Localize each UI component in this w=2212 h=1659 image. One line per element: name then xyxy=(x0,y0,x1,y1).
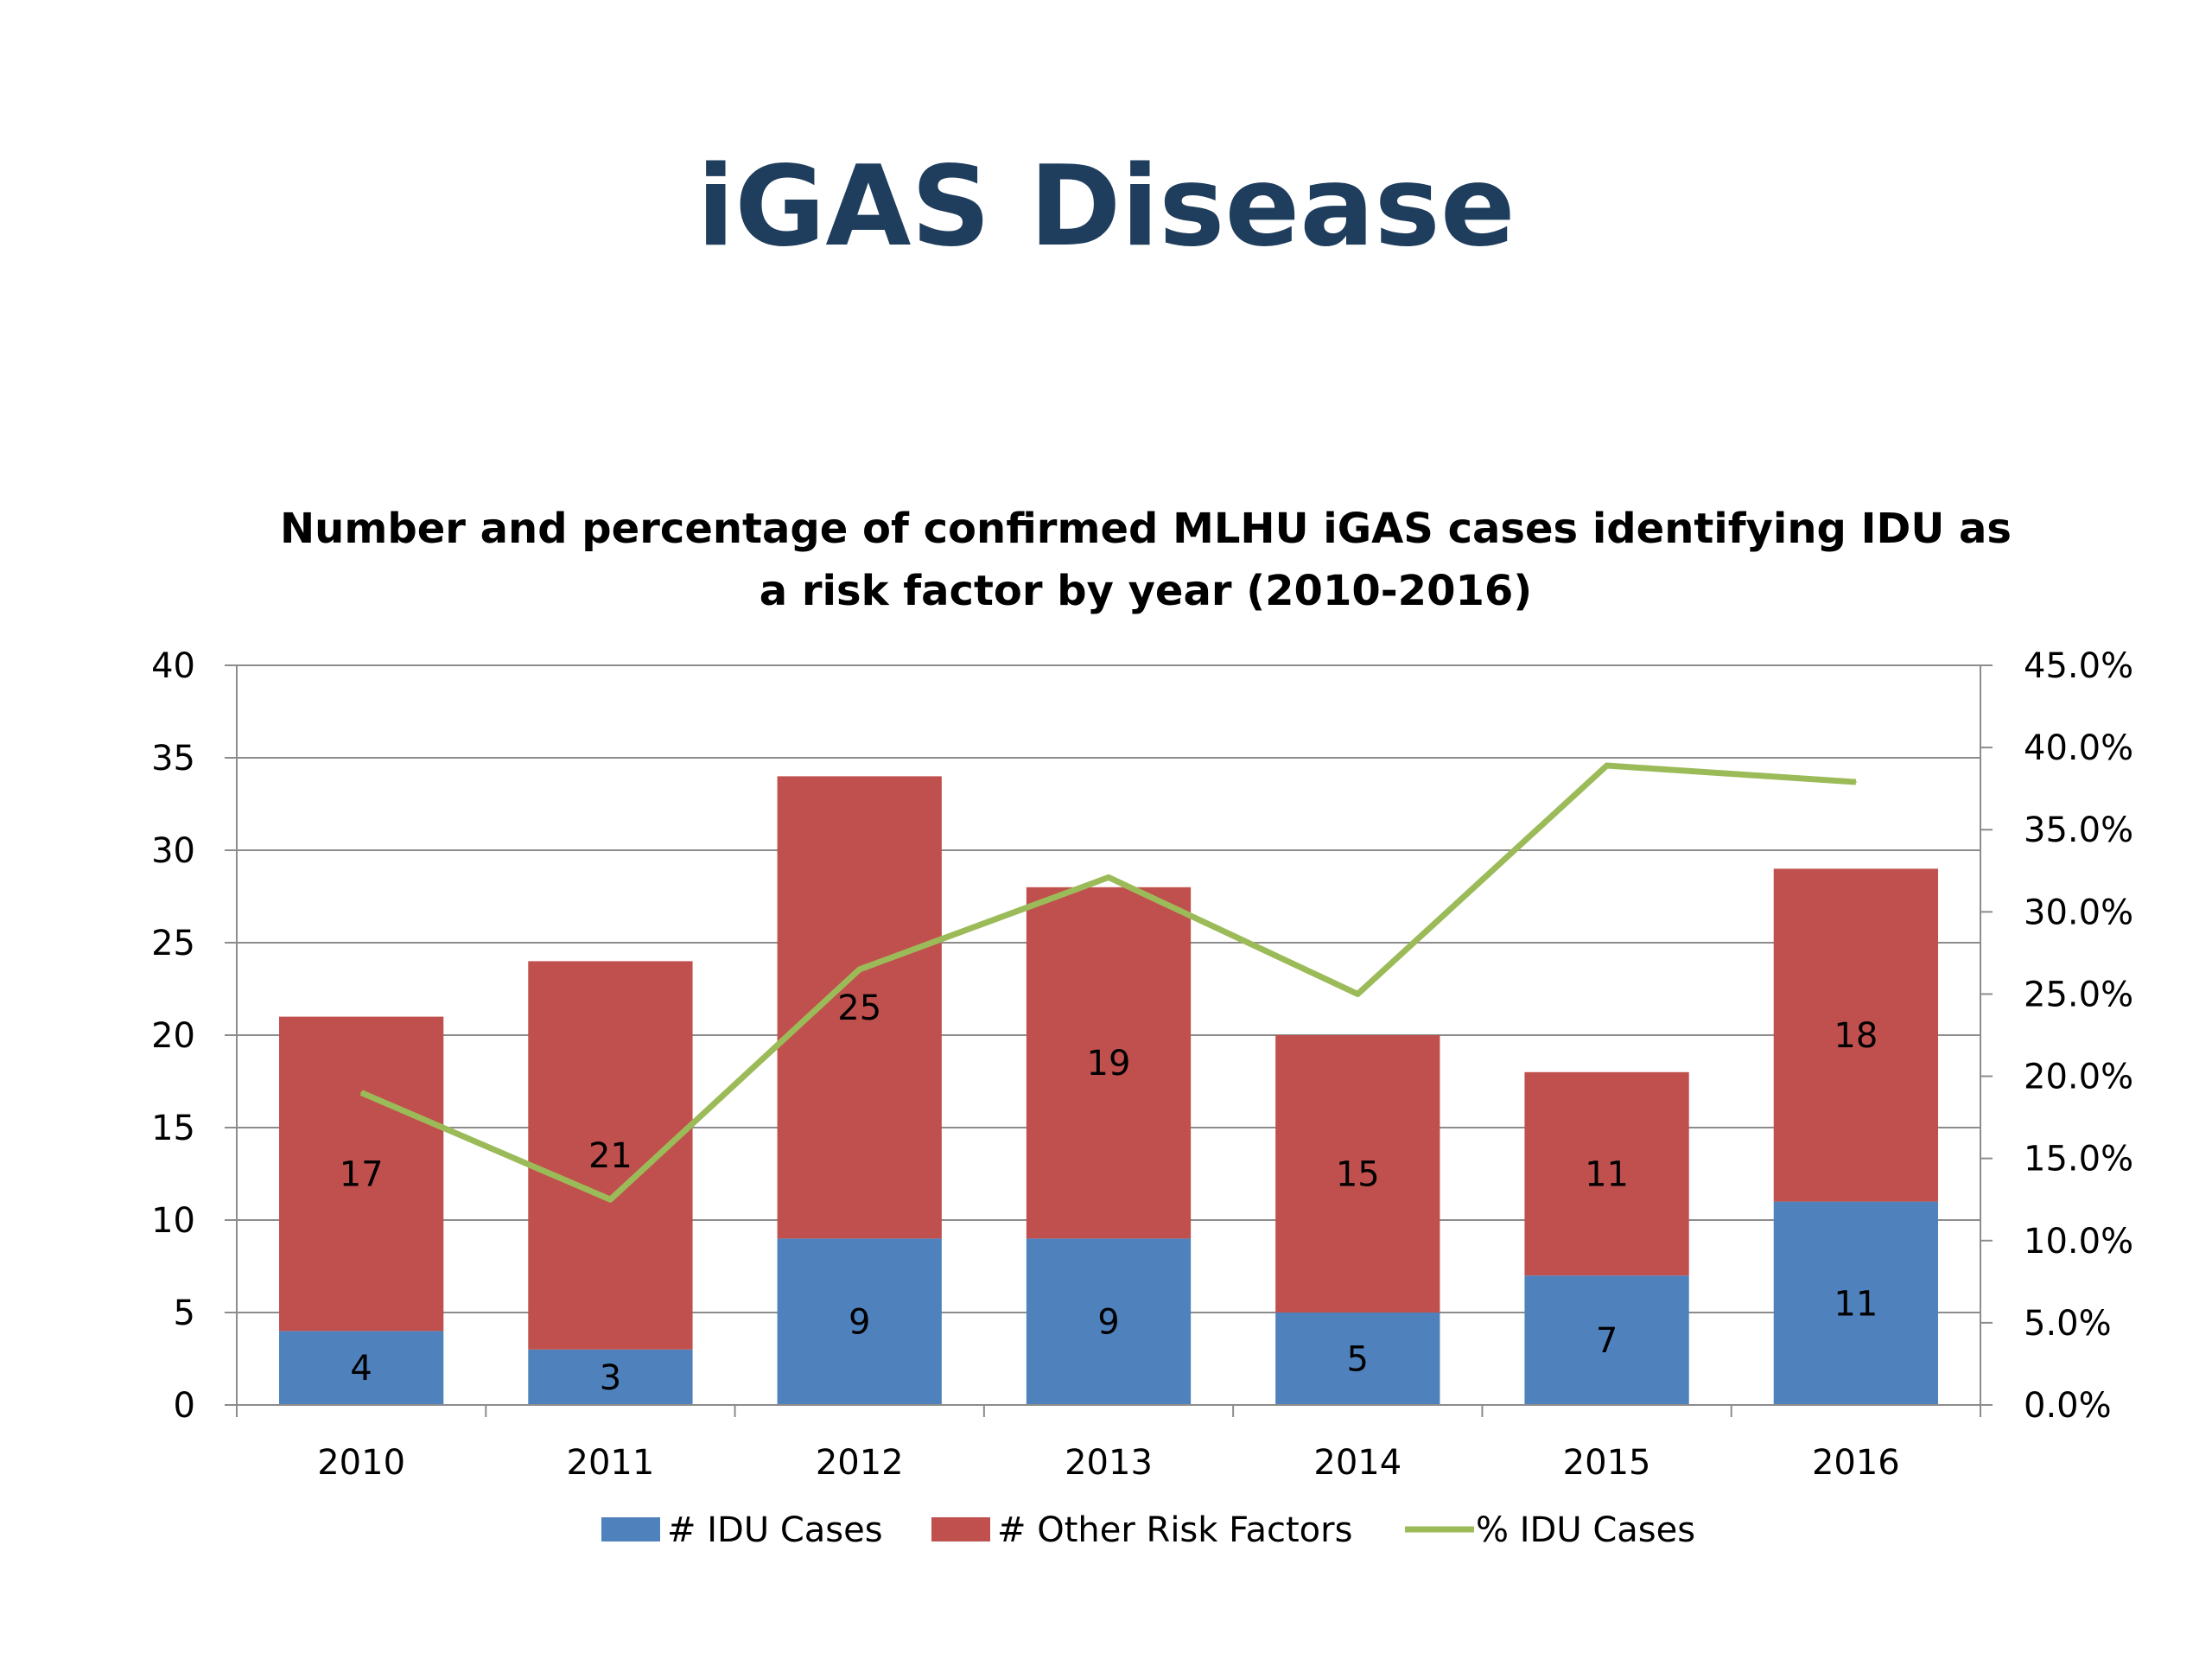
chart-title: Number and percentage of confirmed MLHU … xyxy=(280,505,2012,615)
bar-other-risk-factors xyxy=(1773,868,1938,1202)
bar-other-risk-factors xyxy=(279,1016,444,1332)
bar-idu-cases xyxy=(1773,1201,1938,1405)
left-axis-tick-label: 40 xyxy=(151,646,195,686)
data-label-idu-cases: 11 xyxy=(1834,1284,1878,1324)
x-axis-tick-label: 2011 xyxy=(567,1443,655,1483)
legend: # IDU Cases # Other Risk Factors % IDU Cas… xyxy=(601,1510,1695,1550)
chart-title-line-2: a risk factor by year (2010-2016) xyxy=(760,567,1532,615)
data-label-idu-cases: 5 xyxy=(1347,1340,1369,1380)
right-axis-tick-label: 5.0% xyxy=(2024,1304,2112,1344)
x-axis-tick-label: 2014 xyxy=(1313,1443,1402,1483)
data-label-other-risk-factors: 11 xyxy=(1585,1155,1629,1195)
left-axis-tick-label: 25 xyxy=(151,924,195,963)
slide-title: iGAS Disease xyxy=(696,143,1516,271)
bar-idu-cases xyxy=(1026,1238,1192,1405)
x-axis-tick-label: 2015 xyxy=(1563,1443,1651,1483)
data-label-other-risk-factors: 18 xyxy=(1834,1016,1878,1056)
bar-idu-cases xyxy=(279,1331,444,1405)
data-label-other-risk-factors: 21 xyxy=(588,1136,632,1176)
axes: 05101520253035400.0%5.0%10.0%15.0%20.0%2… xyxy=(151,646,2133,1483)
data-label-idu-cases: 4 xyxy=(350,1349,372,1389)
percent-idu-point xyxy=(609,1198,612,1201)
bar-other-risk-factors xyxy=(1026,887,1192,1239)
bar-idu-cases xyxy=(528,1349,693,1405)
right-axis-tick-label: 40.0% xyxy=(2024,728,2133,768)
x-axis-tick-label: 2012 xyxy=(816,1443,904,1483)
data-label-idu-cases: 7 xyxy=(1596,1321,1618,1361)
percent-idu-point xyxy=(858,968,861,970)
data-label-idu-cases: 9 xyxy=(849,1303,870,1343)
data-label-idu-cases: 3 xyxy=(600,1358,621,1398)
bar-other-risk-factors xyxy=(1524,1071,1689,1276)
legend-label: % IDU Cases xyxy=(1476,1510,1695,1550)
x-axis-tick-label: 2010 xyxy=(317,1443,405,1483)
right-axis-tick-label: 35.0% xyxy=(2024,810,2133,850)
bar-other-risk-factors xyxy=(1275,1035,1440,1313)
percent-line xyxy=(359,762,1857,1203)
left-axis-tick-label: 30 xyxy=(151,831,195,871)
percent-idu-point xyxy=(1605,765,1608,767)
left-axis-tick-label: 5 xyxy=(174,1294,195,1333)
legend-label: # Other Risk Factors xyxy=(997,1510,1352,1550)
bars xyxy=(279,776,1938,1405)
right-axis-tick-label: 0.0% xyxy=(2024,1386,2112,1426)
bar-other-risk-factors xyxy=(528,961,693,1350)
data-label-other-risk-factors: 25 xyxy=(837,988,881,1028)
right-axis-tick-label: 15.0% xyxy=(2024,1140,2133,1179)
right-axis-tick-label: 45.0% xyxy=(2024,646,2133,686)
x-axis-tick-label: 2013 xyxy=(1065,1443,1153,1483)
data-label-idu-cases: 9 xyxy=(1097,1303,1119,1343)
left-axis-tick-label: 10 xyxy=(151,1201,195,1241)
right-axis-tick-label: 25.0% xyxy=(2024,975,2133,1014)
right-axis-tick-label: 10.0% xyxy=(2024,1222,2133,1262)
percent-idu-point xyxy=(360,1091,363,1094)
bar-idu-cases xyxy=(1524,1275,1689,1405)
legend-swatch xyxy=(601,1517,660,1541)
legend-swatch xyxy=(931,1517,990,1541)
percent-idu-point xyxy=(1854,781,1857,784)
left-axis-tick-label: 20 xyxy=(151,1016,195,1056)
right-axis-tick-label: 20.0% xyxy=(2024,1058,2133,1097)
left-axis-tick-label: 35 xyxy=(151,739,195,779)
chart-title-line-1: Number and percentage of confirmed MLHU … xyxy=(280,505,2012,553)
legend-label: # IDU Cases xyxy=(667,1510,883,1550)
percent-idu-point xyxy=(1108,876,1109,879)
data-label-other-risk-factors: 17 xyxy=(340,1155,384,1195)
bar-other-risk-factors xyxy=(777,776,942,1239)
left-axis-tick-label: 0 xyxy=(174,1386,195,1426)
bar-idu-cases xyxy=(777,1238,942,1405)
data-label-other-risk-factors: 19 xyxy=(1087,1044,1131,1084)
data-labels: 4 17 3 21 9 25 9 19 5 15 7 11 11 18 xyxy=(340,988,1878,1398)
left-axis-tick-label: 15 xyxy=(151,1109,195,1148)
x-axis-tick-label: 2016 xyxy=(1812,1443,1900,1483)
bar-idu-cases xyxy=(1275,1313,1440,1405)
percent-idu-point xyxy=(1357,993,1359,995)
right-axis-tick-label: 30.0% xyxy=(2024,893,2133,932)
data-label-other-risk-factors: 15 xyxy=(1336,1155,1380,1195)
